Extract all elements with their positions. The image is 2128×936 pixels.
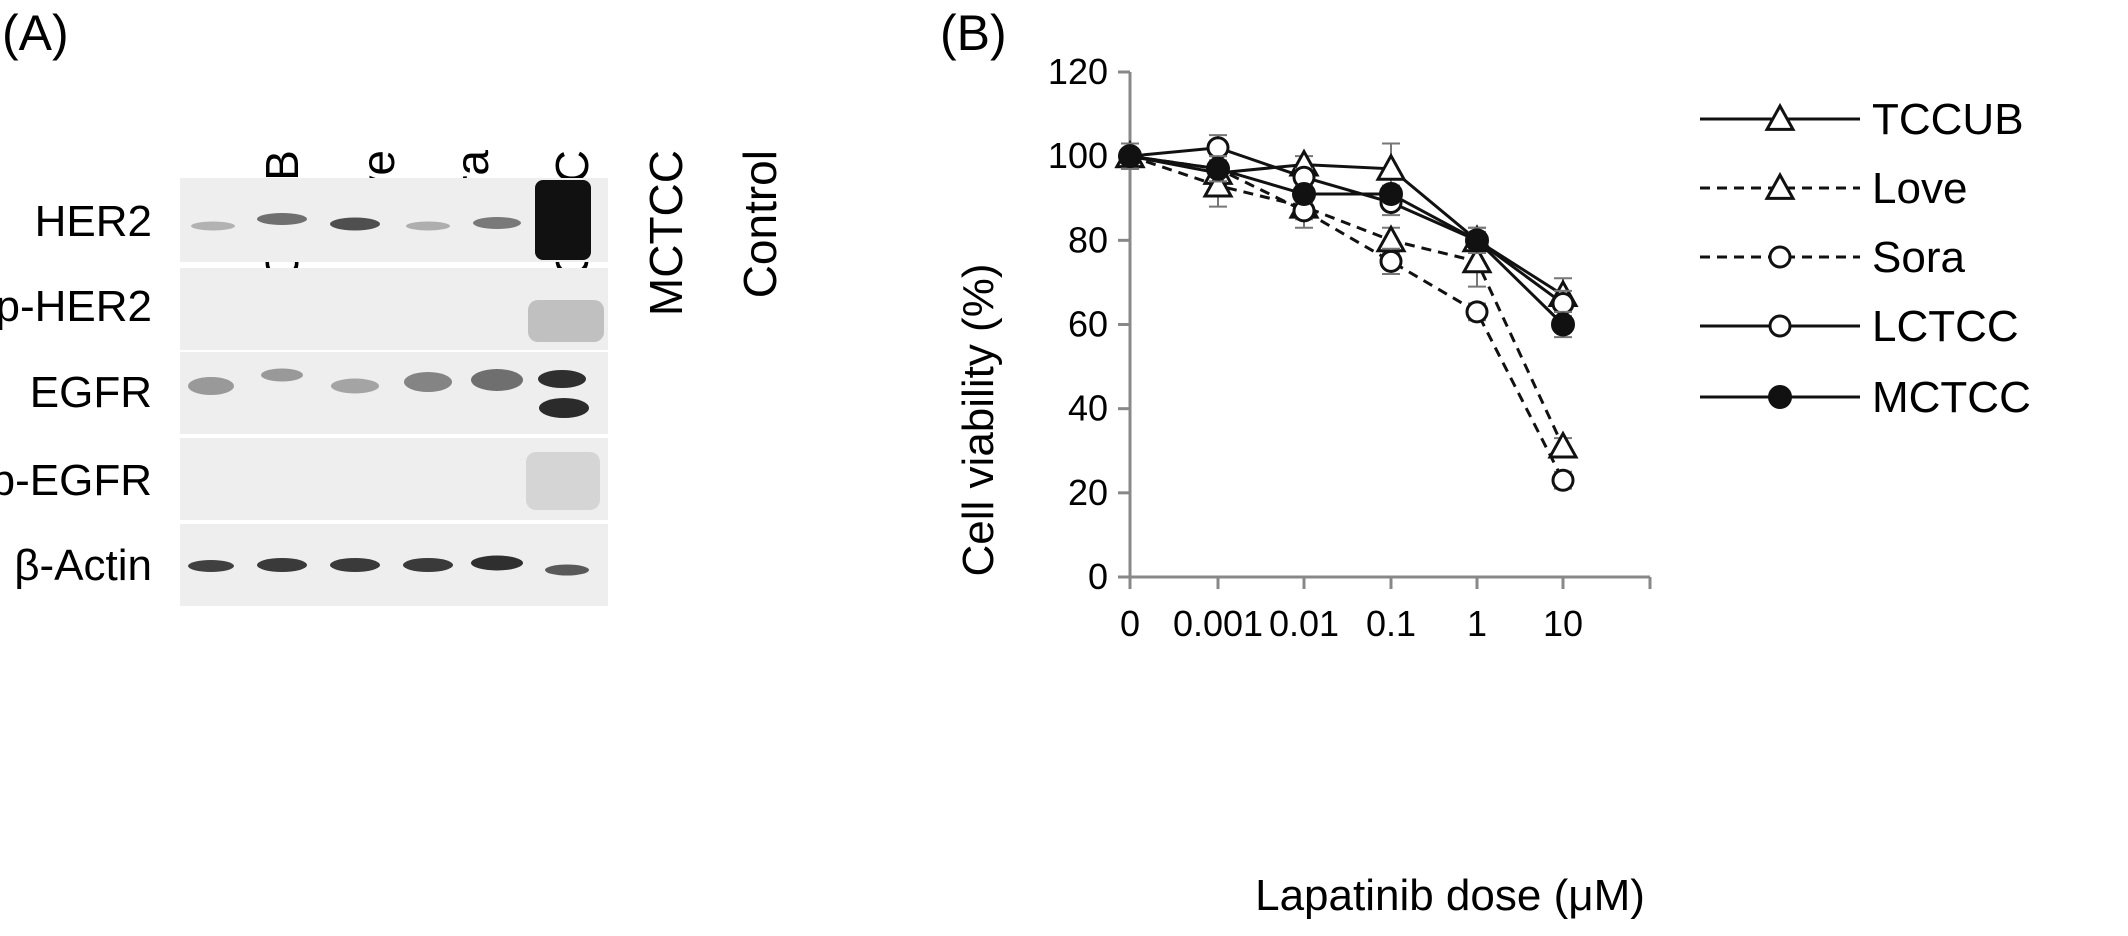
blot-band: [188, 377, 234, 395]
blot-band: [331, 378, 379, 394]
y-tick-label: 40: [1068, 388, 1108, 429]
data-point: [1551, 468, 1575, 492]
blot-band: [535, 180, 591, 260]
series-tccub: [1114, 140, 1579, 313]
row-label: EGFR: [30, 368, 152, 417]
data-point: [1206, 156, 1230, 181]
x-tick-label: 0: [1120, 603, 1140, 644]
y-tick-label: 80: [1068, 219, 1108, 260]
x-tick-label: 0.1: [1366, 603, 1416, 644]
panel-a-label: (A): [2, 5, 69, 61]
blot-band: [257, 558, 307, 572]
blot-band: [545, 564, 589, 576]
legend-item: MCTCC: [1700, 373, 2031, 422]
y-tick-label: 100: [1048, 135, 1108, 176]
series-lctcc: [1118, 134, 1575, 318]
blot-band: [261, 368, 303, 382]
row-label: p-EGFR: [0, 456, 152, 505]
y-tick-label: 0: [1088, 556, 1108, 597]
legend-item: LCTCC: [1700, 302, 2019, 351]
data-point: [1551, 291, 1575, 315]
legend-marker: [1764, 171, 1796, 200]
legend-item: TCCUB: [1700, 95, 2024, 144]
data-point: [1202, 169, 1234, 198]
data-point: [1461, 245, 1493, 274]
blot-strip: [180, 268, 608, 350]
panel-b-label: (B): [940, 5, 1007, 61]
y-axis: 0 20 40 60 80 100 120: [1048, 51, 1132, 597]
row-label: p-HER2: [0, 282, 152, 331]
legend-label: Love: [1872, 164, 1967, 213]
series-line: [1129, 146, 1564, 305]
legend-item: Sora: [1700, 233, 1965, 282]
blot-band: [538, 370, 586, 388]
lane-label: MCTCC: [640, 150, 692, 316]
blot-strip: [180, 438, 608, 520]
y-tick-label: 60: [1068, 304, 1108, 345]
legend: TCCUB Love Sora LCTCC MCTCC: [1700, 95, 2031, 422]
blot-band: [404, 372, 452, 392]
x-axis: 0 0.001 0.01 0.1 1 10: [1120, 575, 1652, 644]
y-axis-title: Cell viability (%): [954, 264, 1003, 577]
series-mctcc: [1118, 142, 1575, 339]
blot-band: [330, 217, 380, 231]
legend-label: Sora: [1872, 233, 1965, 282]
data-point: [1379, 249, 1403, 273]
legend-label: LCTCC: [1872, 302, 2019, 351]
lane-labels: TCCUBLoveSoraLCTCCMCTCCControl: [256, 150, 786, 316]
legend-item: Love: [1700, 164, 1967, 213]
line-chart: 0 20 40 60 80 100 120 0 0.001 0.01 0.1 1 10 Cell vi…: [954, 51, 2031, 920]
data-point: [1551, 312, 1575, 337]
series-line: [1129, 154, 1565, 448]
blot-strip: [180, 524, 608, 606]
row-label: HER2: [35, 197, 152, 246]
blot-band: [403, 558, 453, 572]
blot-band: [528, 300, 604, 342]
blot-strip: [180, 352, 608, 434]
legend-marker: [1768, 314, 1792, 338]
x-tick-label: 0.001: [1173, 603, 1263, 644]
blot-band: [526, 452, 600, 510]
blot-band: [471, 369, 523, 391]
lane-label: Control: [734, 150, 786, 298]
series-line: [1129, 154, 1565, 481]
blot-band: [471, 555, 523, 571]
data-point: [1206, 136, 1230, 160]
blot-band: [406, 221, 450, 231]
series-line: [1129, 154, 1565, 326]
blot-band: [188, 560, 234, 572]
data-point: [1375, 152, 1407, 181]
blot-band: [539, 398, 589, 418]
blot-band: [257, 213, 307, 225]
data-point: [1292, 182, 1316, 207]
blot-band: [191, 221, 235, 231]
data-point: [1379, 182, 1403, 207]
data-point: [1465, 300, 1489, 324]
legend-label: MCTCC: [1872, 373, 2031, 422]
blot-rows: [180, 178, 608, 606]
series-layer: [1114, 134, 1579, 492]
data-point: [1118, 144, 1142, 169]
x-axis-title: Lapatinib dose (μM): [1255, 871, 1645, 920]
x-tick-label: 1: [1467, 603, 1487, 644]
data-point: [1547, 430, 1579, 459]
legend-marker: [1768, 385, 1792, 409]
legend-marker: [1764, 102, 1796, 131]
blot-band: [330, 558, 380, 572]
legend-marker: [1768, 245, 1792, 269]
data-point: [1465, 228, 1489, 253]
x-tick-label: 10: [1543, 603, 1583, 644]
data-point: [1375, 224, 1407, 253]
row-labels: HER2 p-HER2 EGFR p-EGFR β-Actin: [0, 197, 152, 590]
legend-label: TCCUB: [1872, 95, 2024, 144]
row-label: β-Actin: [14, 541, 152, 590]
blot-band: [473, 217, 521, 229]
y-tick-label: 20: [1068, 472, 1108, 513]
x-tick-label: 0.01: [1269, 603, 1339, 644]
y-tick-label: 120: [1048, 51, 1108, 92]
